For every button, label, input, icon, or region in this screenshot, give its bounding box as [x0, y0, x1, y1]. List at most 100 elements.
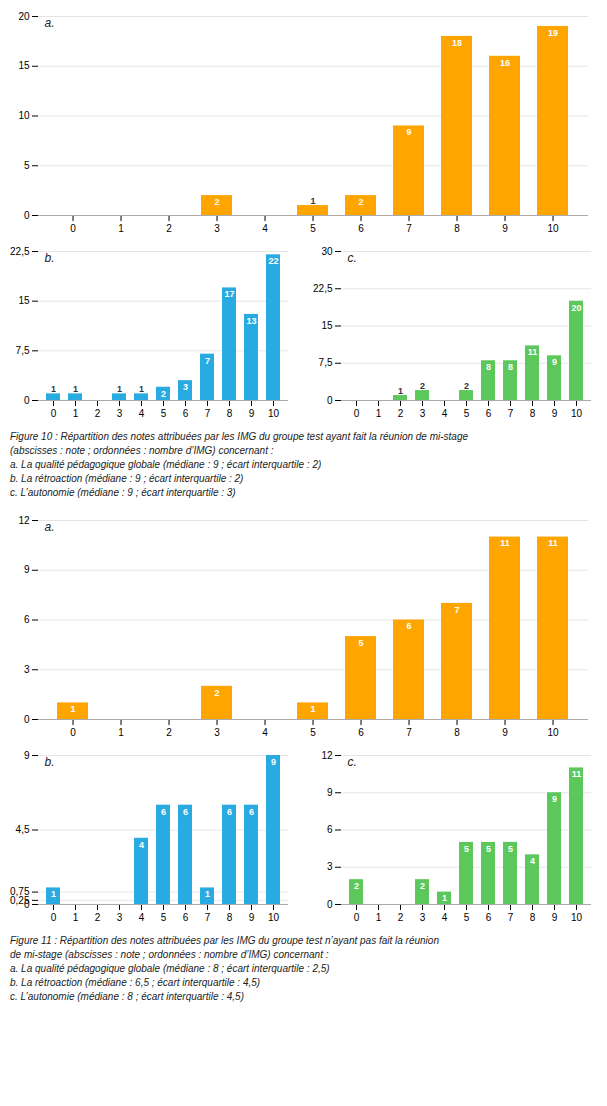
svg-text:2: 2 — [398, 408, 404, 419]
svg-text:11: 11 — [528, 347, 538, 357]
svg-text:2: 2 — [214, 688, 219, 698]
svg-text:4: 4 — [139, 912, 145, 923]
svg-text:10: 10 — [18, 110, 30, 121]
svg-text:2: 2 — [420, 881, 425, 891]
svg-text:c.: c. — [348, 251, 357, 265]
svg-text:9: 9 — [552, 408, 558, 419]
svg-text:0,75: 0,75 — [10, 886, 30, 897]
svg-text:6: 6 — [183, 408, 189, 419]
svg-text:11: 11 — [500, 538, 510, 548]
svg-text:2: 2 — [464, 381, 469, 391]
svg-text:4: 4 — [139, 408, 145, 419]
svg-text:0: 0 — [354, 912, 360, 923]
svg-text:6: 6 — [406, 621, 411, 631]
svg-text:4: 4 — [530, 856, 535, 866]
svg-text:5: 5 — [508, 844, 513, 854]
svg-text:8: 8 — [508, 362, 513, 372]
svg-text:5: 5 — [486, 844, 491, 854]
svg-text:5: 5 — [464, 844, 469, 854]
svg-text:15: 15 — [18, 60, 30, 71]
svg-text:17: 17 — [224, 289, 234, 299]
svg-text:1: 1 — [118, 223, 124, 234]
svg-text:1: 1 — [205, 889, 210, 899]
svg-text:0: 0 — [51, 408, 57, 419]
svg-text:9: 9 — [249, 912, 255, 923]
svg-text:7: 7 — [205, 356, 210, 366]
svg-text:10: 10 — [268, 912, 280, 923]
svg-text:2: 2 — [354, 881, 359, 891]
svg-text:10: 10 — [547, 223, 559, 234]
svg-text:b.: b. — [45, 251, 55, 265]
svg-text:6: 6 — [486, 408, 492, 419]
svg-text:9: 9 — [271, 757, 276, 767]
svg-text:5: 5 — [464, 912, 470, 923]
svg-text:10: 10 — [547, 727, 559, 738]
svg-text:5: 5 — [310, 727, 316, 738]
svg-text:0: 0 — [327, 899, 333, 910]
svg-text:6: 6 — [183, 807, 188, 817]
svg-text:1: 1 — [73, 384, 78, 394]
svg-text:6: 6 — [24, 614, 30, 625]
svg-text:2: 2 — [166, 727, 172, 738]
svg-text:1: 1 — [442, 893, 447, 903]
svg-text:8: 8 — [454, 727, 460, 738]
svg-text:10: 10 — [571, 408, 583, 419]
svg-text:16: 16 — [500, 58, 510, 68]
svg-text:1: 1 — [73, 912, 79, 923]
svg-text:12: 12 — [18, 515, 30, 526]
svg-text:22: 22 — [268, 256, 278, 266]
svg-text:19: 19 — [548, 28, 558, 38]
svg-text:13: 13 — [246, 316, 256, 326]
svg-text:7: 7 — [406, 223, 412, 234]
svg-text:5: 5 — [161, 408, 167, 419]
svg-text:2: 2 — [95, 912, 101, 923]
svg-text:2: 2 — [358, 197, 363, 207]
svg-text:5: 5 — [161, 912, 167, 923]
svg-text:4: 4 — [262, 727, 268, 738]
svg-text:0: 0 — [70, 223, 76, 234]
svg-text:6: 6 — [358, 223, 364, 234]
svg-text:1: 1 — [139, 384, 144, 394]
svg-text:15: 15 — [321, 320, 333, 331]
svg-text:3: 3 — [117, 408, 123, 419]
svg-text:7,5: 7,5 — [16, 345, 30, 356]
svg-text:5: 5 — [358, 638, 363, 648]
svg-text:1: 1 — [310, 196, 315, 206]
svg-text:8: 8 — [530, 408, 536, 419]
svg-text:8: 8 — [530, 912, 536, 923]
svg-text:3: 3 — [117, 912, 123, 923]
svg-text:2: 2 — [161, 389, 166, 399]
svg-text:1: 1 — [310, 704, 315, 714]
svg-text:1: 1 — [73, 408, 79, 419]
svg-text:8: 8 — [454, 223, 460, 234]
svg-text:9: 9 — [502, 727, 508, 738]
svg-text:7: 7 — [205, 912, 211, 923]
svg-text:11: 11 — [572, 769, 582, 779]
svg-text:3: 3 — [327, 861, 333, 872]
svg-text:0: 0 — [24, 210, 30, 221]
svg-text:3: 3 — [214, 223, 220, 234]
svg-text:1: 1 — [117, 384, 122, 394]
svg-text:0: 0 — [327, 395, 333, 406]
svg-text:6: 6 — [227, 807, 232, 817]
svg-text:10: 10 — [268, 408, 280, 419]
svg-text:1: 1 — [51, 384, 56, 394]
svg-text:6: 6 — [327, 824, 333, 835]
svg-text:4: 4 — [139, 840, 144, 850]
svg-text:a.: a. — [45, 16, 55, 30]
svg-text:9: 9 — [552, 794, 557, 804]
svg-text:b.: b. — [45, 755, 55, 769]
svg-text:8: 8 — [227, 912, 233, 923]
svg-text:1: 1 — [398, 386, 403, 396]
svg-text:3: 3 — [420, 912, 426, 923]
svg-text:5: 5 — [464, 408, 470, 419]
svg-text:6: 6 — [486, 912, 492, 923]
svg-text:18: 18 — [452, 38, 462, 48]
svg-text:2: 2 — [398, 912, 404, 923]
svg-text:4: 4 — [442, 408, 448, 419]
svg-text:4: 4 — [262, 223, 268, 234]
svg-text:12: 12 — [321, 750, 333, 761]
svg-text:9: 9 — [552, 357, 557, 367]
svg-text:2: 2 — [166, 223, 172, 234]
svg-text:0: 0 — [24, 395, 30, 406]
